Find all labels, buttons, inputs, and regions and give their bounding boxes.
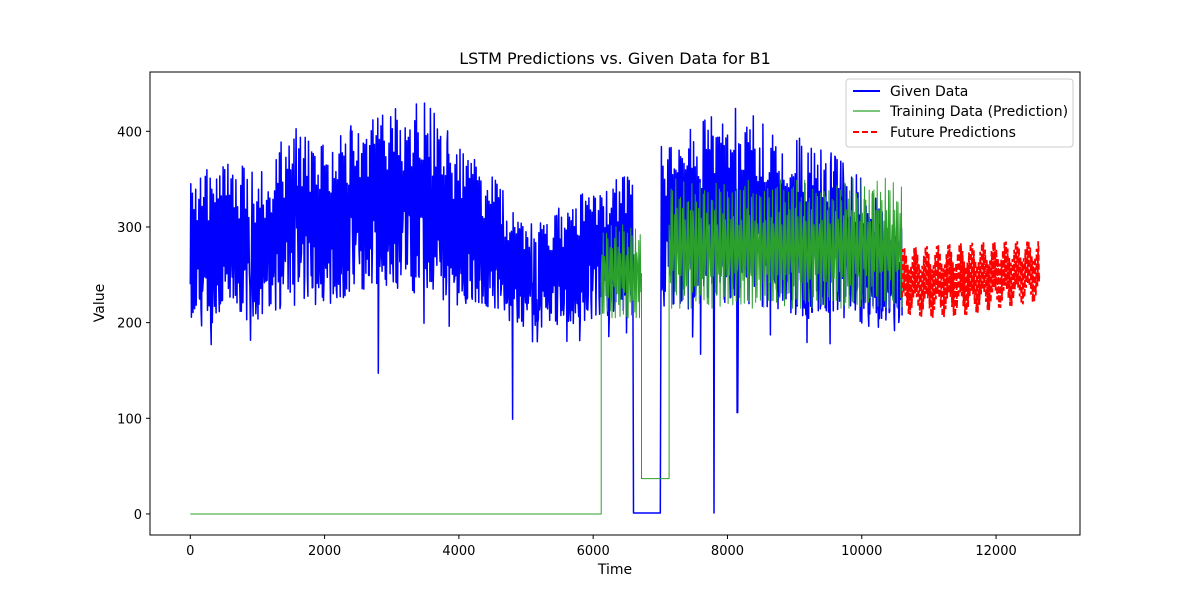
legend-label-given-data: Given Data (890, 84, 968, 100)
x-tick-label: 0 (186, 544, 194, 559)
plot-frame (149, 71, 1081, 536)
y-tick-label: 300 (117, 221, 142, 236)
legend-box (845, 78, 1074, 148)
y-tick-label: 0 (134, 508, 142, 523)
series-future-predictions-line (901, 240, 1041, 318)
plot-area (189, 102, 1041, 515)
x-axis: 0 2000 4000 6000 8000 10000 12000 (186, 535, 1017, 559)
x-tick-label: 10000 (841, 544, 882, 559)
series-layer (189, 102, 1041, 515)
series-training-data-line (190, 177, 903, 515)
x-tick-label: 2000 (308, 544, 341, 559)
y-axis-label: Value (92, 284, 108, 322)
x-tick-label: 4000 (442, 544, 475, 559)
x-axis-label: Time (597, 562, 632, 578)
x-tick-label: 12000 (975, 544, 1016, 559)
legend: Given Data Training Data (Prediction) Fu… (845, 78, 1074, 148)
y-tick-label: 200 (117, 317, 142, 332)
x-tick-label: 6000 (577, 544, 610, 559)
x-tick-label: 8000 (711, 544, 744, 559)
legend-label-future-predictions: Future Predictions (890, 125, 1016, 141)
chart-title: LSTM Predictions vs. Given Data for B1 (459, 49, 771, 68)
y-tick-label: 100 (117, 412, 142, 427)
y-axis: 0 100 200 300 400 (117, 125, 150, 523)
y-tick-label: 400 (117, 125, 142, 140)
legend-label-training-data: Training Data (Prediction) (889, 104, 1068, 120)
